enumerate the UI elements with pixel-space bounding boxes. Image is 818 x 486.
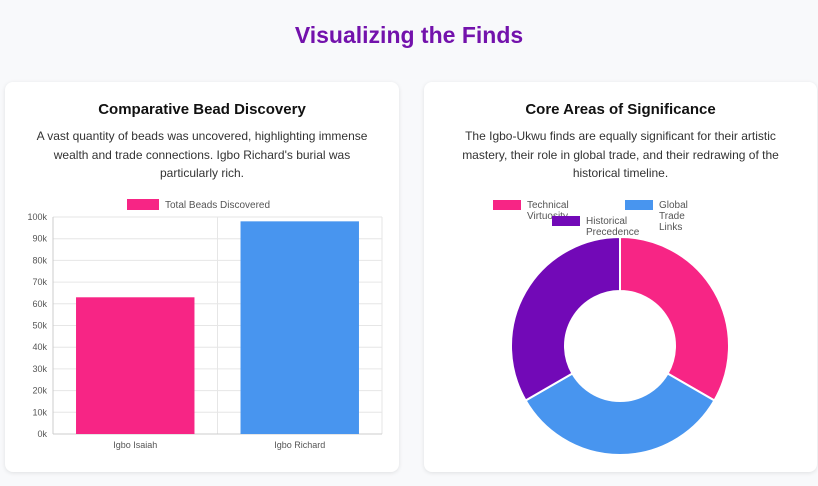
y-tick-label: 70k: [32, 277, 47, 287]
significance-card: Core Areas of Significance The Igbo-Ukwu…: [424, 82, 817, 472]
y-tick-label: 60k: [32, 299, 47, 309]
bead-card-description: A vast quantity of beads was uncovered, …: [36, 129, 368, 180]
significance-card-title: Core Areas of Significance: [525, 101, 716, 118]
x-tick-label: Igbo Isaiah: [113, 440, 157, 450]
legend-swatch-technical-virtuosity: [493, 200, 521, 210]
bead-bar-chart: Total Beads Discovered 0k 10k 20k 30k 40k 50k 6…: [27, 199, 383, 450]
doughnut-slice-technical-virtuosity: [619, 235, 730, 402]
legend-swatch-historical-precedence: [552, 216, 580, 226]
legend-label-global-trade-links: Global Trade Links: [659, 200, 688, 233]
doughnut-slice-historical-precedence: [510, 235, 621, 402]
bead-discovery-card: Comparative Bead Discovery A vast quanti…: [5, 82, 399, 472]
legend-label-total-beads: Total Beads Discovered: [165, 200, 270, 211]
y-tick-label: 90k: [32, 234, 47, 244]
y-tick-label: 100k: [27, 212, 47, 222]
doughnut-slice-global-trade-links: [524, 372, 716, 456]
y-tick-label: 20k: [32, 386, 47, 396]
significance-card-description: The Igbo-Ukwu finds are equally signific…: [462, 129, 779, 180]
page-title: Visualizing the Finds: [294, 22, 524, 48]
y-tick-label: 30k: [32, 364, 47, 374]
y-tick-label: 0k: [37, 429, 47, 439]
y-tick-label: 80k: [32, 255, 47, 265]
legend-label-technical-virtuosity: Technical Virtuosity: [527, 200, 569, 222]
y-tick-label: 10k: [32, 407, 47, 417]
x-tick-label: Igbo Richard: [274, 440, 325, 450]
legend-swatch-total-beads: [127, 199, 159, 210]
bar-igbo-isaiah: [76, 297, 195, 434]
legend-label-historical-precedence: Historical Precedence: [586, 216, 640, 238]
bead-card-title: Comparative Bead Discovery: [98, 101, 306, 118]
legend-swatch-global-trade-links: [625, 200, 653, 210]
y-tick-label: 50k: [32, 321, 47, 331]
y-tick-label: 40k: [32, 342, 47, 352]
bar-igbo-richard: [240, 221, 359, 434]
significance-doughnut-chart: Technical Virtuosity Global Trade Links Histo…: [493, 200, 730, 456]
